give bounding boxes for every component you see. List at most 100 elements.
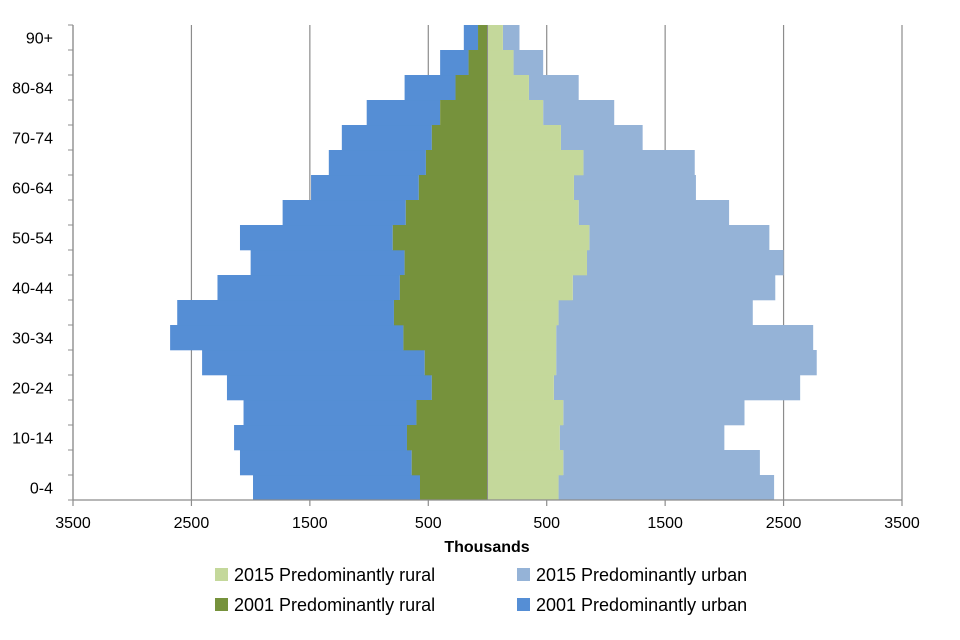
bar-2001-predominantly-urban-20-24 [226, 375, 432, 401]
bar-2015-predominantly-rural-0-4 [487, 475, 559, 501]
legend-swatch [215, 598, 228, 611]
bar-2001-predominantly-urban-0-4 [253, 475, 420, 501]
bar-2001-predominantly-rural-40-44 [399, 275, 488, 301]
bar-2015-predominantly-urban-30-34 [556, 325, 814, 351]
legend-label: 2015 Predominantly urban [536, 565, 747, 585]
bar-2001-predominantly-rural-15-19 [416, 400, 488, 426]
bar-2015-predominantly-urban-40-44 [572, 275, 776, 301]
legend-label: 2001 Predominantly rural [234, 595, 435, 615]
x-tick-label: 3500 [55, 515, 91, 532]
bar-2015-predominantly-rural-90+ [487, 25, 503, 51]
bar-2015-predominantly-urban-20-24 [553, 375, 801, 401]
bar-2015-predominantly-rural-15-19 [487, 400, 564, 426]
bar-2001-predominantly-rural-85-89 [468, 50, 488, 76]
legend-swatch [517, 598, 530, 611]
bar-2001-predominantly-urban-55-59 [282, 200, 406, 226]
bar-2001-predominantly-rural-20-24 [431, 375, 488, 401]
bar-2001-predominantly-rural-35-39 [393, 300, 488, 326]
bar-2015-predominantly-urban-15-19 [563, 400, 745, 426]
bar-2015-predominantly-urban-25-29 [556, 350, 817, 376]
bar-2015-predominantly-rural-85-89 [487, 50, 514, 76]
bar-2001-predominantly-urban-60-64 [311, 175, 419, 201]
y-tick-label: 80-84 [12, 81, 53, 98]
bar-2015-predominantly-urban-75-79 [543, 100, 615, 126]
bar-2001-predominantly-urban-35-39 [177, 300, 394, 326]
bar-2015-predominantly-rural-20-24 [487, 375, 554, 401]
x-tick-label: 500 [533, 515, 560, 532]
bar-2015-predominantly-rural-80-84 [487, 75, 529, 101]
bar-2015-predominantly-urban-10-14 [559, 425, 725, 451]
bar-2001-predominantly-urban-90+ [463, 25, 479, 51]
bar-2001-predominantly-urban-5-9 [239, 450, 412, 476]
y-tick-label: 40-44 [12, 281, 53, 298]
x-tick-label: 1500 [292, 515, 328, 532]
bar-2001-predominantly-urban-85-89 [440, 50, 469, 76]
legend-label: 2001 Predominantly urban [536, 595, 747, 615]
axes: 3500 2500 1500 500 500 1500 2500 35000-410-1420… [12, 24, 920, 532]
x-tick-label: 500 [415, 515, 442, 532]
bars [170, 25, 817, 501]
bar-2015-predominantly-urban-85-89 [513, 50, 544, 76]
bar-2015-predominantly-rural-75-79 [487, 100, 544, 126]
bar-2001-predominantly-rural-25-29 [424, 350, 488, 376]
bar-2015-predominantly-rural-25-29 [487, 350, 557, 376]
legend-label: 2015 Predominantly rural [234, 565, 435, 585]
bar-2001-predominantly-rural-70-74 [431, 125, 488, 151]
bar-2001-predominantly-urban-50-54 [239, 225, 393, 251]
bar-2001-predominantly-urban-10-14 [234, 425, 407, 451]
bar-2001-predominantly-urban-65-69 [328, 150, 426, 176]
bar-2015-predominantly-urban-70-74 [560, 125, 643, 151]
bar-2001-predominantly-urban-70-74 [341, 125, 432, 151]
legend-swatch [215, 568, 228, 581]
bar-2015-predominantly-urban-35-39 [558, 300, 753, 326]
bar-2001-predominantly-rural-75-79 [440, 100, 488, 126]
bar-2015-predominantly-rural-35-39 [487, 300, 559, 326]
y-tick-label: 20-24 [12, 381, 53, 398]
y-tick-label: 30-34 [12, 331, 53, 348]
legend-swatch [517, 568, 530, 581]
x-axis-title: Thousands [444, 539, 529, 556]
bar-2001-predominantly-rural-65-69 [425, 150, 488, 176]
bar-2001-predominantly-rural-45-49 [404, 250, 488, 276]
bar-2001-predominantly-urban-45-49 [250, 250, 405, 276]
y-tick-label: 90+ [26, 31, 53, 48]
bar-2001-predominantly-urban-40-44 [217, 275, 400, 301]
bar-2001-predominantly-rural-10-14 [406, 425, 488, 451]
bar-2001-predominantly-rural-5-9 [411, 450, 488, 476]
legend: 2015 Predominantly rural 2015 Predominant… [215, 565, 747, 615]
bar-2001-predominantly-rural-60-64 [418, 175, 488, 201]
bar-2001-predominantly-urban-30-34 [170, 325, 404, 351]
bar-2015-predominantly-rural-60-64 [487, 175, 574, 201]
bar-2015-predominantly-rural-30-34 [487, 325, 557, 351]
x-tick-label: 1500 [647, 515, 683, 532]
bar-2015-predominantly-rural-45-49 [487, 250, 587, 276]
y-tick-label: 10-14 [12, 431, 53, 448]
bar-2015-predominantly-rural-70-74 [487, 125, 561, 151]
bar-2015-predominantly-urban-65-69 [583, 150, 695, 176]
bar-2001-predominantly-urban-25-29 [202, 350, 425, 376]
bar-2001-predominantly-urban-80-84 [404, 75, 456, 101]
bar-2001-predominantly-rural-90+ [478, 25, 488, 51]
bar-2015-predominantly-urban-60-64 [573, 175, 696, 201]
x-tick-label: 3500 [884, 515, 920, 532]
bar-2001-predominantly-rural-55-59 [405, 200, 488, 226]
bar-2001-predominantly-rural-30-34 [403, 325, 488, 351]
bar-2001-predominantly-urban-15-19 [243, 400, 417, 426]
bar-2001-predominantly-urban-75-79 [366, 100, 441, 126]
bar-2015-predominantly-rural-55-59 [487, 200, 579, 226]
bar-2015-predominantly-rural-50-54 [487, 225, 590, 251]
y-tick-label: 50-54 [12, 231, 53, 248]
bar-2001-predominantly-rural-0-4 [419, 475, 488, 501]
bar-2015-predominantly-rural-10-14 [487, 425, 560, 451]
x-tick-label: 2500 [766, 515, 802, 532]
bar-2001-predominantly-rural-50-54 [392, 225, 488, 251]
y-tick-label: 60-64 [12, 181, 53, 198]
x-tick-label: 2500 [174, 515, 210, 532]
bar-2015-predominantly-rural-65-69 [487, 150, 584, 176]
bar-2015-predominantly-rural-5-9 [487, 450, 564, 476]
bar-2015-predominantly-urban-5-9 [563, 450, 760, 476]
bar-2015-predominantly-urban-55-59 [578, 200, 730, 226]
y-tick-label: 70-74 [12, 131, 53, 148]
bar-2001-predominantly-rural-80-84 [455, 75, 488, 101]
